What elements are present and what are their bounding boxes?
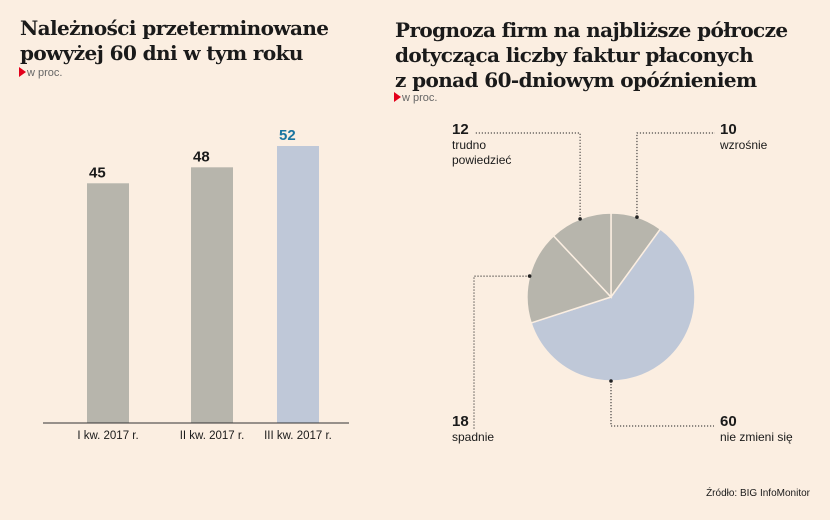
- red-triangle-icon: [19, 67, 26, 77]
- leader-line-wzrosnie-dot: [635, 215, 639, 219]
- bar-chart-unit: w proc.: [19, 67, 62, 79]
- leader-line-wzrosnie: [636, 132, 715, 218]
- pie-label-trudno: 12 trudno powiedzieć: [452, 121, 511, 168]
- pie-chart-unit-text: w proc.: [402, 92, 438, 104]
- bar-chart-title-line-1: Należności przeterminowane: [20, 16, 329, 40]
- bar-3: [277, 146, 319, 423]
- pie-chart-title-line-3: z ponad 60-dniowym opóźnieniem: [395, 68, 757, 92]
- bar-chart-unit-text: w proc.: [27, 67, 63, 79]
- x-tick-label-2: II kw. 2017 r.: [180, 430, 245, 442]
- pie-label-spadnie: 18 spadnie: [452, 413, 494, 445]
- leader-line-spadnie: [473, 275, 530, 430]
- pie-chart-title-line-2: dotycząca liczby faktur płaconych: [395, 43, 754, 67]
- x-tick-label-3: III kw. 2017 r.: [264, 430, 332, 442]
- pie-label-trudno-line-1: trudno: [452, 138, 487, 152]
- bar-chart-title: Należności przeterminowane powyżej 60 dn…: [20, 16, 329, 66]
- pie-label-nie-zmieni: 60 nie zmieni się: [720, 413, 793, 445]
- pie-slice-nie-zmieni: [530, 227, 696, 382]
- pie-label-wzrosnie-text: wzrośnie: [720, 138, 768, 152]
- pie-value-wzrosnie: 10: [720, 121, 737, 138]
- x-tick-label-1: I kw. 2017 r.: [77, 430, 138, 442]
- pie-label-nie-zmieni-text: nie zmieni się: [720, 430, 793, 444]
- pie-label-trudno-line-2: powiedzieć: [452, 153, 512, 167]
- bar-2: [191, 167, 233, 423]
- pie-value-spadnie: 18: [452, 413, 469, 430]
- pie-chart-title: Prognoza firm na najbliższe półrocze dot…: [395, 18, 788, 93]
- leader-line-spadnie-dot: [527, 274, 532, 278]
- bar-value-label-1: 45: [89, 164, 106, 181]
- red-triangle-icon: [394, 92, 401, 102]
- bar-1: [87, 183, 129, 423]
- pie-chart-title-line-1: Prognoza firm na najbliższe półrocze: [395, 18, 788, 42]
- leader-line-trudno: [474, 132, 581, 219]
- leader-line-nie-zmieni-dot: [609, 379, 613, 383]
- bar-value-label-3: 52: [279, 127, 296, 144]
- source-note: Źródło: BIG InfoMonitor: [706, 488, 810, 499]
- leader-line-trudno-dot: [578, 217, 582, 221]
- leader-line-nie-zmieni: [610, 381, 714, 427]
- bar-chart-title-line-2: powyżej 60 dni w tym roku: [20, 41, 303, 65]
- pie-label-spadnie-text: spadnie: [452, 430, 495, 444]
- bar-value-label-2: 48: [193, 148, 210, 165]
- pie-value-trudno: 12: [452, 121, 469, 138]
- pie-value-nie-zmieni: 60: [720, 413, 737, 430]
- pie-label-wzrosnie: 10 wzrośnie: [720, 121, 767, 153]
- pie-chart-unit: w proc.: [394, 92, 437, 104]
